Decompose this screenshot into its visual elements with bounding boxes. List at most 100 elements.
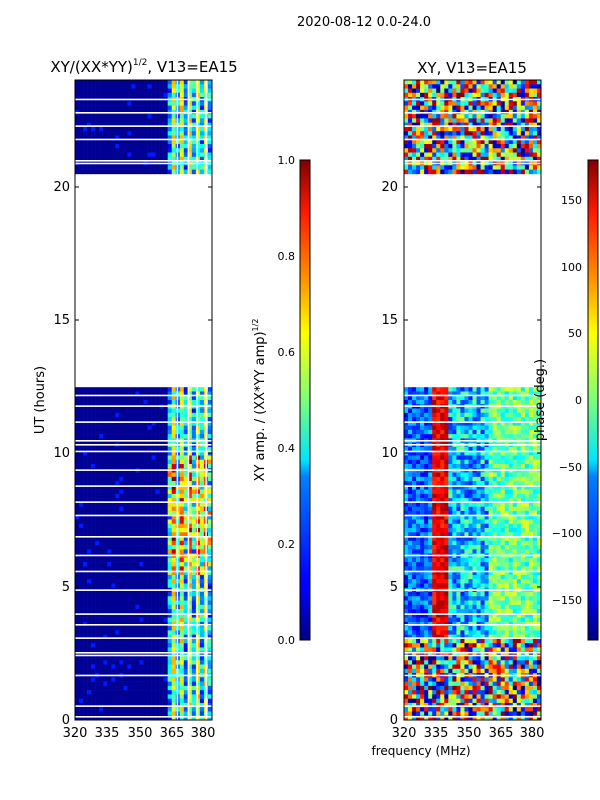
amp-heatmap-cell — [83, 126, 88, 132]
amp-heatmap-cell — [171, 144, 177, 149]
amp-heatmap-cell — [127, 152, 132, 158]
phase-heatmap-cell — [528, 408, 534, 414]
amp-heatmap-cell — [207, 165, 213, 170]
phase-heatmap-cell — [520, 156, 526, 162]
amp-heatmap-cell — [111, 506, 116, 512]
amp-heatmap-cell — [151, 92, 156, 98]
phase-heatmap-cell — [408, 434, 413, 439]
amp-heatmap-cell — [191, 502, 197, 507]
amp-heatmap-cell — [171, 84, 177, 89]
phase-heatmap-cell — [440, 459, 445, 465]
amp-heatmap-cell — [75, 715, 80, 721]
phase-heatmap-cell — [528, 148, 534, 153]
phase-heatmap-cell — [532, 417, 538, 422]
amp-heatmap-cell — [143, 421, 148, 426]
amp-heatmap-cell — [87, 101, 92, 106]
phase-heatmap-cell — [412, 446, 417, 452]
amp-heatmap-cell — [183, 583, 189, 589]
phase-heatmap-cell — [476, 387, 481, 392]
amp-heatmap-cell — [111, 122, 116, 128]
amp-heatmap-cell — [103, 122, 108, 128]
amp-heatmap-cell — [107, 660, 112, 665]
phase-heatmap-cell — [508, 429, 514, 435]
amp-heatmap-cell — [155, 698, 160, 704]
amp-heatmap-cell — [111, 156, 116, 162]
amp-heatmap-cell — [167, 472, 173, 478]
phase-heatmap-cell — [504, 152, 510, 158]
amp-heatmap-cell — [99, 502, 104, 507]
phase-heatmap-cell — [496, 455, 502, 461]
amp-heatmap-cell — [199, 668, 205, 674]
amp-heatmap-cell — [87, 165, 92, 170]
amp-heatmap-cell — [87, 592, 92, 597]
phase-heatmap-cell — [512, 80, 518, 85]
phase-heatmap-cell — [520, 476, 526, 482]
amp-heatmap-cell — [123, 570, 128, 576]
amp-heatmap-cell — [155, 481, 160, 486]
phase-heatmap-cell — [432, 472, 437, 478]
phase-heatmap-cell — [444, 395, 449, 401]
amp-heatmap-cell — [99, 135, 104, 141]
amp-heatmap-cell — [183, 472, 189, 478]
phase-heatmap-cell — [420, 464, 425, 469]
amp-heatmap-cell — [199, 455, 205, 461]
amp-heatmap-cell — [183, 114, 189, 119]
amp-heatmap-cell — [87, 126, 92, 132]
phase-heatmap-cell — [416, 387, 421, 392]
phase-heatmap-cell — [420, 80, 425, 85]
amp-heatmap-cell — [183, 668, 189, 674]
amp-heatmap-cell — [107, 156, 112, 162]
phase-heatmap-cell — [472, 101, 477, 106]
amp-heatmap-cell — [187, 690, 193, 695]
amp-heatmap-cell — [111, 583, 116, 589]
amp-heatmap-cell — [187, 596, 193, 601]
amp-heatmap-cell — [131, 634, 136, 640]
amp-heatmap-cell — [147, 711, 152, 717]
amp-heatmap-cell — [167, 510, 173, 516]
phase-heatmap-cell — [432, 105, 437, 111]
phase-heatmap-cell — [528, 92, 534, 98]
amp-heatmap-cell — [207, 126, 213, 132]
amp-heatmap-cell — [127, 694, 132, 699]
amp-heatmap-cell — [195, 135, 201, 141]
amp-heatmap-cell — [159, 698, 164, 704]
amp-heatmap-cell — [151, 536, 156, 542]
phase-heatmap-cell — [512, 101, 518, 106]
phase-heatmap-cell — [428, 80, 433, 85]
amp-heatmap-cell — [111, 425, 116, 431]
phase-heatmap-cell — [452, 464, 457, 469]
phase-heatmap-cell — [440, 395, 445, 401]
phase-heatmap-cell — [440, 152, 445, 158]
amp-heatmap-cell — [151, 434, 156, 439]
amp-heatmap-cell — [123, 84, 128, 89]
phase-heatmap-cell — [468, 131, 473, 136]
phase-heatmap-cell — [436, 92, 441, 98]
amp-heatmap-cell — [107, 421, 112, 426]
amp-heatmap-cell — [115, 562, 120, 567]
amp-heatmap-cell — [187, 592, 193, 597]
amp-heatmap-cell — [207, 118, 213, 123]
phase-heatmap-cell — [468, 80, 473, 85]
amp-heatmap-cell — [199, 88, 205, 94]
phase-heatmap-cell — [448, 126, 453, 132]
amp-heatmap-cell — [167, 690, 173, 695]
amp-heatmap-cell — [99, 92, 104, 98]
amp-heatmap-cell — [199, 617, 205, 623]
phase-heatmap-cell — [420, 459, 425, 465]
amp-heatmap-cell — [187, 694, 193, 699]
phase-heatmap-cell — [448, 80, 453, 85]
amp-heatmap-cell — [207, 651, 213, 657]
amp-flagged-row — [75, 125, 212, 127]
amp-heatmap-cell — [147, 481, 152, 486]
amp-heatmap-cell — [91, 451, 96, 456]
amp-heatmap-cell — [79, 391, 84, 397]
amp-heatmap-cell — [187, 139, 193, 145]
amp-heatmap-cell — [171, 425, 177, 431]
amp-heatmap-cell — [199, 485, 205, 490]
amp-heatmap-cell — [183, 476, 189, 482]
phase-heatmap-cell — [524, 169, 530, 175]
phase-heatmap-cell — [516, 400, 522, 405]
amp-heatmap-cell — [75, 464, 80, 469]
amp-heatmap-cell — [83, 681, 88, 687]
phase-heatmap-cell — [468, 395, 473, 401]
